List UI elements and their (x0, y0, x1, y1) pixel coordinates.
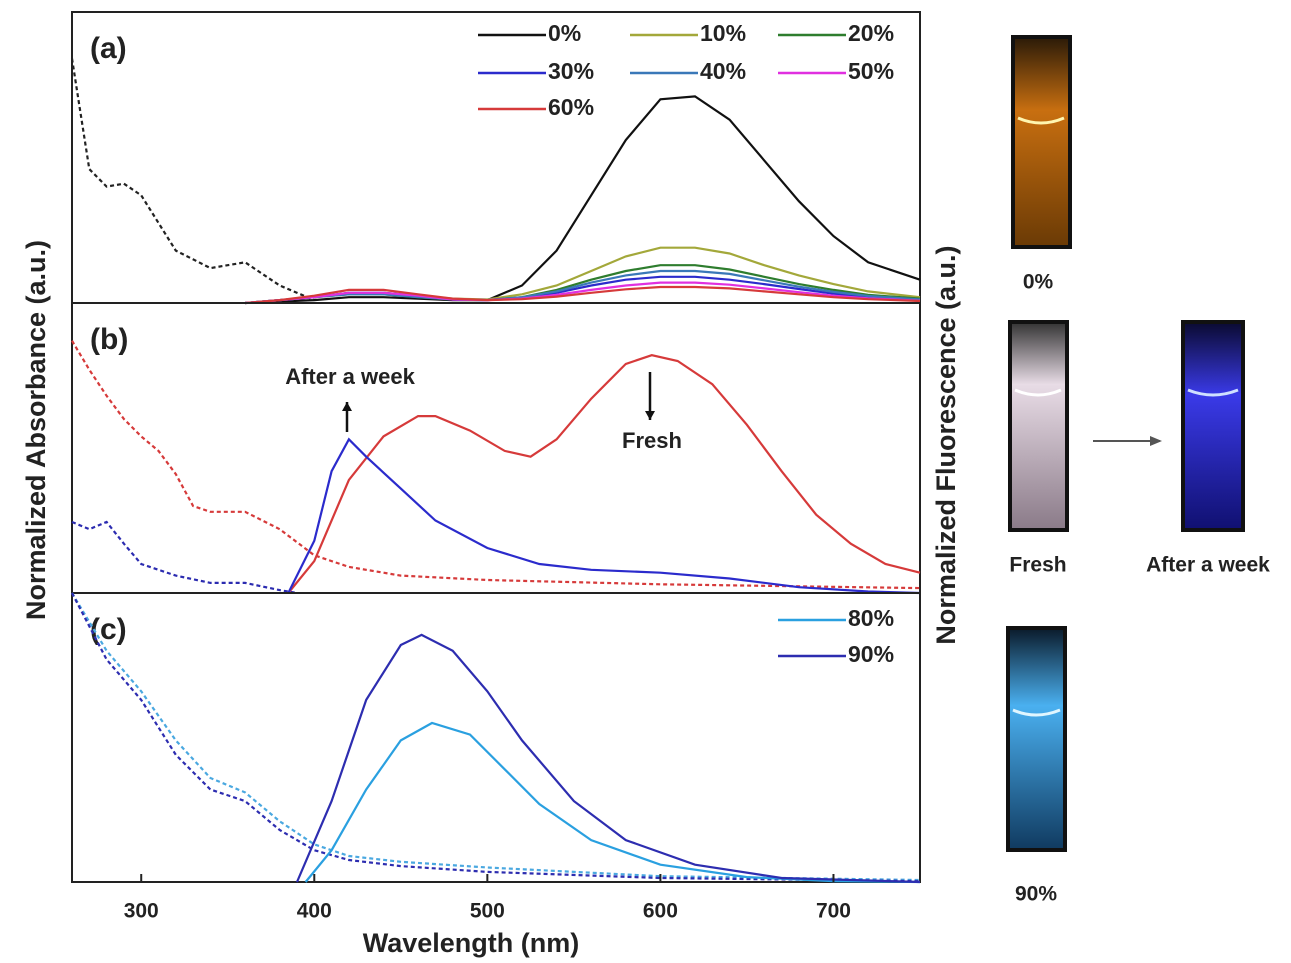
legend-label: 60% (548, 94, 594, 120)
x-tick-label: 300 (124, 900, 159, 923)
legend-label: 50% (848, 58, 894, 84)
photo-caption: 0% (1023, 271, 1054, 294)
photo-arrow-head (1150, 436, 1162, 446)
vial-week (1183, 322, 1243, 530)
vial-0 (1013, 37, 1070, 247)
x-tick-label: 400 (297, 900, 332, 923)
panel-frame (72, 593, 920, 882)
annotation-arrowhead (342, 402, 352, 411)
vial-90 (1008, 628, 1065, 850)
legend-label: 20% (848, 20, 894, 46)
panel-label: (c) (90, 613, 127, 646)
legend-label: 10% (700, 20, 746, 46)
x-tick-label: 500 (470, 900, 505, 923)
photo-caption: Fresh (1009, 554, 1066, 577)
panel-frame (72, 12, 920, 303)
series-line (72, 593, 920, 880)
legend-label: 0% (548, 20, 581, 46)
y2-axis-label: Normalized Fluorescence (a.u.) (931, 245, 961, 644)
series-line (245, 96, 920, 303)
x-tick-label: 700 (816, 900, 851, 923)
legend-label: 80% (848, 605, 894, 631)
annotation-arrowhead (645, 411, 655, 420)
x-tick-label: 600 (643, 900, 678, 923)
series-line (288, 439, 920, 593)
annotation: After a week (285, 364, 415, 389)
x-axis-label: Wavelength (nm) (363, 928, 580, 958)
legend-label: 30% (548, 58, 594, 84)
series-line (72, 59, 314, 301)
legend-label: 90% (848, 641, 894, 667)
panel-label: (b) (90, 323, 128, 356)
series-line (297, 635, 920, 882)
series-line (72, 593, 920, 881)
y-axis-label: Normalized Absorbance (a.u.) (21, 240, 51, 620)
figure: 0% Fresh After a week 90% (a) 0% 10% 20% 30%… (0, 0, 1291, 963)
photo-caption: 90% (1015, 883, 1057, 906)
series-line (306, 723, 920, 882)
panel-frame (72, 303, 920, 593)
panel-label: (a) (90, 32, 127, 65)
photo-caption: After a week (1146, 554, 1270, 577)
legend-label: 40% (700, 58, 746, 84)
vial-fresh (1010, 322, 1067, 530)
page: {"chart_data": [ {"type": "line", "panel… (0, 0, 1291, 963)
series-line (288, 355, 920, 593)
annotation: Fresh (622, 428, 682, 453)
series-line (72, 522, 297, 593)
